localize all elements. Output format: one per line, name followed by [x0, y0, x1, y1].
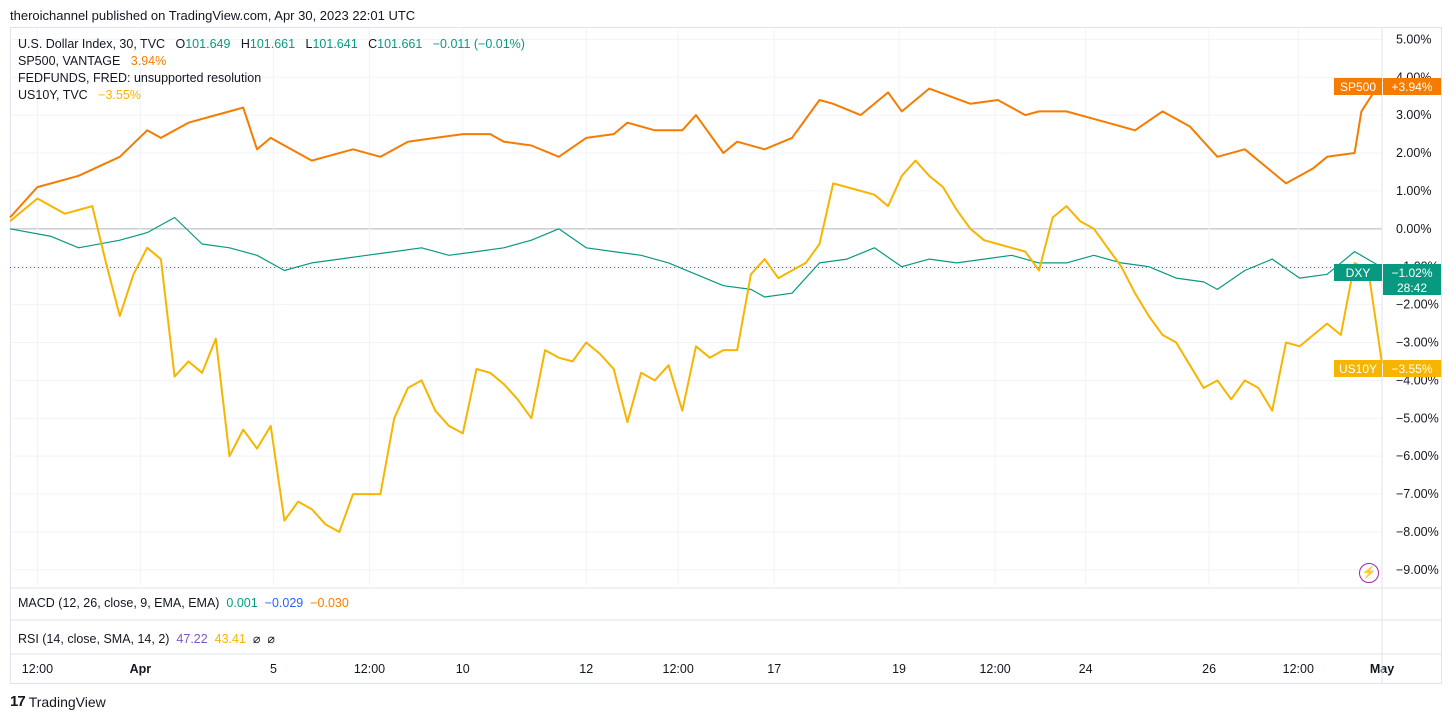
series-line-dxy: [9, 216, 1383, 298]
rsi-legend[interactable]: RSI (14, close, SMA, 14, 2) 47.22 43.41 …: [18, 631, 275, 646]
us10y-price-tag: US10Y −3.55%: [1334, 360, 1441, 377]
sp500-tag-value-bg: [1383, 78, 1441, 95]
rsi-label: RSI (14, close, SMA, 14, 2): [18, 632, 170, 646]
x-tick-label: Apr: [130, 662, 152, 676]
y-tick-label: 2.00%: [1396, 146, 1431, 160]
legend-fedfunds-label: FEDFUNDS, FRED: unsupported resolution: [18, 71, 262, 85]
tradingview-logo-icon: 17: [10, 693, 26, 710]
rsi-value-4: ⌀: [267, 632, 275, 646]
tradingview-footer[interactable]: 17 TradingView: [10, 693, 106, 710]
legend-us10y[interactable]: US10Y, TVC −3.55%: [18, 87, 525, 104]
y-tick-label: −8.00%: [1396, 525, 1439, 539]
y-tick-label: −7.00%: [1396, 487, 1439, 501]
rsi-value-1: 47.22: [176, 632, 208, 646]
legend-dxy-high: 101.661: [249, 37, 296, 51]
legend-dxy-low: 101.641: [312, 37, 358, 51]
y-tick-label: 5.00%: [1396, 32, 1431, 46]
legend-dxy-open: 101.649: [185, 37, 231, 51]
lightning-icon[interactable]: ⚡: [1359, 563, 1379, 583]
macd-label: MACD (12, 26, close, 9, EMA, EMA): [18, 596, 220, 610]
y-tick-label: 1.00%: [1396, 184, 1431, 198]
sp500-tag-name-bg: [1334, 78, 1382, 95]
x-tick-label: 12:00: [979, 662, 1010, 676]
x-tick-label: 5: [270, 662, 277, 676]
x-tick-label: 12: [579, 662, 593, 676]
dxy-tag-value-bg: [1383, 264, 1441, 295]
series-line-sp500: [9, 78, 1383, 219]
dxy-price-tag: DXY −1.02%28:42: [1334, 264, 1441, 295]
x-tick-label: 26: [1202, 662, 1216, 676]
rsi-value-2: 43.41: [214, 632, 246, 646]
x-tick-label: 19: [892, 662, 906, 676]
legend-sp500[interactable]: SP500, VANTAGE 3.94%: [18, 53, 525, 70]
legend-dxy-label: U.S. Dollar Index, 30, TVC: [18, 37, 166, 51]
dxy-tag-countdown: 28:42: [1397, 281, 1427, 295]
publisher-header: theroichannel published on TradingView.c…: [10, 8, 416, 23]
x-tick-label: 24: [1079, 662, 1093, 676]
legend-us10y-value: −3.55%: [98, 88, 141, 102]
y-tick-label: −3.00%: [1396, 335, 1439, 349]
legend-dxy-change: −0.011 (−0.01%): [432, 37, 525, 51]
us10y-tag-value: −3.55%: [1391, 362, 1432, 376]
x-tick-label: 12:00: [1283, 662, 1314, 676]
x-tick-label: 12:00: [22, 662, 53, 676]
us10y-tag-name-bg: [1334, 360, 1382, 377]
sp500-price-tag: SP500 +3.94%: [1334, 78, 1441, 95]
legend-sp500-label: SP500, VANTAGE: [18, 54, 121, 68]
us10y-tag-value-bg: [1383, 360, 1441, 377]
x-tick-label: 12:00: [354, 662, 385, 676]
us10y-tag-name: US10Y: [1339, 362, 1377, 376]
series-legend: U.S. Dollar Index, 30, TVC O101.649 H101…: [18, 36, 525, 104]
x-tick-label: 17: [767, 662, 781, 676]
dxy-tag-value: −1.02%: [1391, 266, 1432, 280]
legend-dxy[interactable]: U.S. Dollar Index, 30, TVC O101.649 H101…: [18, 37, 525, 51]
y-tick-label: 3.00%: [1396, 108, 1431, 122]
series-line-us10y: [9, 159, 1383, 533]
y-tick-label: −5.00%: [1396, 411, 1439, 425]
sp500-tag-value: +3.94%: [1391, 80, 1432, 94]
y-tick-label: −9.00%: [1396, 563, 1439, 577]
x-tick-label: 12:00: [663, 662, 694, 676]
legend-dxy-close: 101.661: [377, 37, 423, 51]
sp500-tag-name: SP500: [1340, 80, 1376, 94]
rsi-value-3: ⌀: [252, 632, 261, 646]
tradingview-brand: TradingView: [28, 693, 106, 710]
legend-sp500-value: 3.94%: [130, 54, 167, 68]
macd-value-3: −0.030: [310, 596, 349, 610]
dxy-tag-name: DXY: [1346, 266, 1371, 280]
macd-legend[interactable]: MACD (12, 26, close, 9, EMA, EMA) 0.001 …: [18, 596, 349, 610]
y-tick-label: −6.00%: [1396, 449, 1439, 463]
x-tick-label: 10: [456, 662, 470, 676]
legend-fedfunds[interactable]: FEDFUNDS, FRED: unsupported resolution: [18, 70, 525, 87]
chart-frame[interactable]: [10, 27, 1442, 684]
macd-value-2: −0.029: [264, 596, 304, 610]
legend-us10y-label: US10Y, TVC: [18, 88, 88, 102]
dxy-tag-name-bg: [1334, 264, 1382, 281]
y-tick-label: −2.00%: [1396, 298, 1439, 312]
macd-value-1: 0.001: [226, 596, 258, 610]
y-tick-label: 0.00%: [1396, 222, 1431, 236]
